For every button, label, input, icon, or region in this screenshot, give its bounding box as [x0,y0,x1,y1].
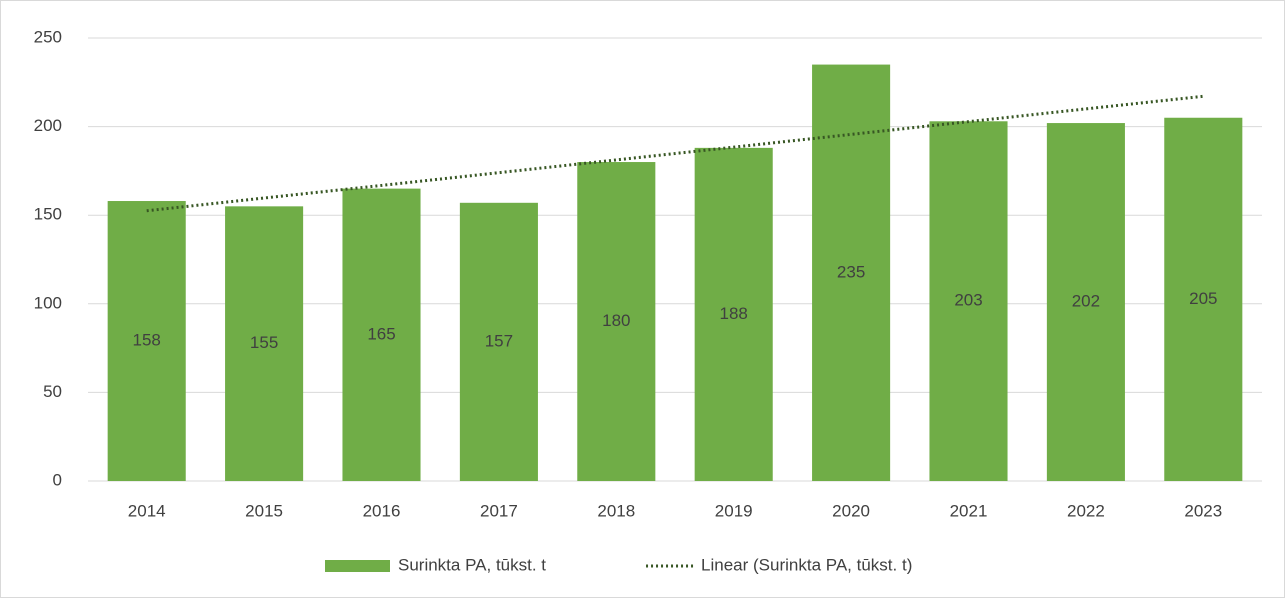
bar [694,147,773,481]
bar [1046,123,1125,481]
bar [812,64,891,481]
x-tick-label: 2017 [480,501,518,520]
data-label: 205 [1189,289,1217,308]
legend-label: Surinkta PA, tūkst. t [398,555,546,574]
x-tick-label: 2015 [245,501,283,520]
data-label: 188 [720,304,748,323]
bar [342,188,421,481]
legend-swatch [325,560,390,572]
y-tick-label: 50 [43,382,62,401]
y-tick-label: 150 [34,205,62,224]
bar [1164,117,1243,482]
data-label: 235 [837,262,865,281]
y-tick-label: 0 [53,470,62,489]
data-label: 155 [250,333,278,352]
bar [577,162,656,482]
data-label: 165 [367,324,395,343]
x-tick-label: 2016 [363,501,401,520]
data-label: 157 [485,331,513,350]
y-tick-label: 250 [34,27,62,46]
y-tick-label: 200 [34,116,62,135]
bar [107,201,186,482]
legend-label: Linear (Surinkta PA, tūkst. t) [701,555,912,574]
x-tick-label: 2022 [1067,501,1105,520]
bar [225,206,304,481]
x-tick-label: 2014 [128,501,166,520]
data-label: 203 [954,291,982,310]
data-label: 158 [133,330,161,349]
x-tick-label: 2021 [950,501,988,520]
data-label: 202 [1072,292,1100,311]
bar [459,202,538,481]
trend-line [146,94,1204,213]
data-label: 180 [602,311,630,330]
x-tick-label: 2019 [715,501,753,520]
y-tick-label: 100 [34,293,62,312]
x-tick-label: 2018 [597,501,635,520]
x-tick-label: 2023 [1184,501,1222,520]
bar [929,121,1008,481]
x-tick-label: 2020 [832,501,870,520]
